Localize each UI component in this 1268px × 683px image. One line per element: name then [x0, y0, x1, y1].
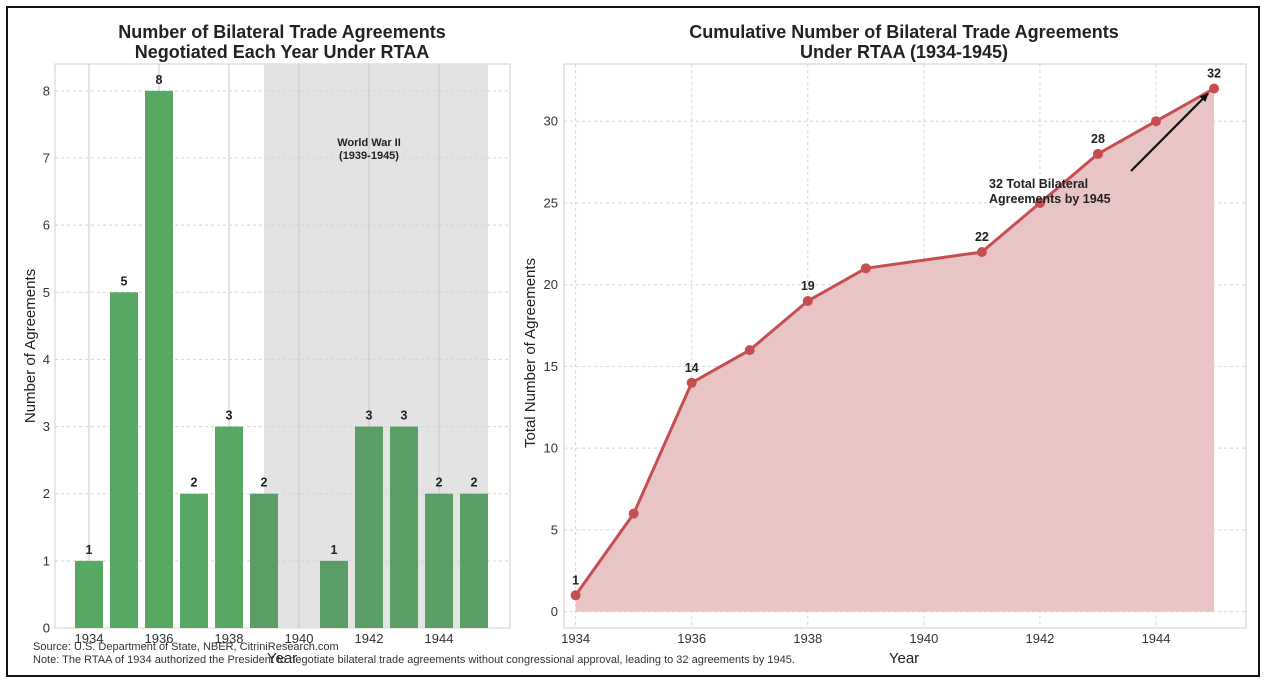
point-value-label: 1	[572, 573, 579, 587]
annotation-arrow	[1130, 92, 1209, 172]
data-point	[976, 247, 987, 257]
bar-value-label: 2	[191, 476, 198, 490]
cumulative-area-fill	[575, 88, 1215, 612]
left-y-tick: 6	[43, 218, 50, 233]
point-value-label: 19	[801, 279, 815, 293]
point-value-label: 32	[1207, 67, 1221, 81]
bar-value-label: 3	[226, 409, 233, 423]
bar-value-label: 2	[471, 476, 478, 490]
bar	[425, 493, 453, 628]
bar	[390, 426, 418, 628]
right-y-tick: 0	[551, 604, 558, 619]
bar	[75, 560, 103, 628]
data-point	[802, 296, 813, 307]
data-point	[1034, 197, 1045, 208]
right-chart-title-line2: Under RTAA (1934-1945)	[800, 42, 1008, 62]
right-x-tick: 1940	[909, 631, 938, 646]
note-footnote: Note: The RTAA of 1934 authorized the Pr…	[33, 654, 795, 666]
right-x-tick-labels: 1934 1936 1938 1940 1942 1944	[561, 631, 1170, 646]
right-x-tick: 1934	[561, 631, 590, 646]
right-x-axis-label: Year	[889, 650, 919, 667]
left-x-tick: 1940	[285, 631, 314, 646]
right-y-tick: 30	[544, 114, 558, 129]
annotation-line2: Agreements by 1945	[989, 192, 1111, 206]
right-y-tick: 10	[544, 441, 558, 456]
right-y-tick-labels: 0 5 10 15 20 25 30	[544, 114, 558, 619]
point-value-label: 28	[1091, 132, 1105, 146]
right-y-tick: 20	[544, 277, 558, 292]
left-x-tick: 1944	[425, 631, 454, 646]
bar	[355, 426, 383, 628]
left-x-tick-labels: 1934 1936 1938 1940 1942 1944	[75, 631, 454, 646]
left-y-tick: 7	[43, 151, 50, 166]
left-y-tick: 1	[43, 553, 50, 568]
left-y-tick: 2	[43, 486, 50, 501]
right-y-axis-label: Total Number of Agreements	[522, 258, 539, 448]
data-point	[860, 263, 871, 274]
source-footnote: Source: U.S. Department of State, NBER, …	[33, 641, 339, 653]
world-war-label-line2: (1939-1945)	[339, 150, 399, 162]
bar	[180, 493, 208, 628]
cumulative-point-labels: 1 14 19 22 28 32	[572, 67, 1221, 588]
left-y-tick: 0	[43, 621, 50, 636]
cumulative-area-chart: 1 14 19 22 28 32 0 5 10 15 20 25 30 1934 1936 1938 194…	[522, 22, 1247, 667]
right-x-tick: 1942	[1025, 631, 1054, 646]
right-x-tick: 1936	[677, 631, 706, 646]
left-x-tick: 1936	[145, 631, 174, 646]
left-y-tick: 4	[43, 352, 50, 367]
cumulative-points	[570, 83, 1220, 601]
bar	[110, 292, 138, 628]
left-x-tick: 1938	[215, 631, 244, 646]
data-point	[1092, 148, 1103, 159]
data-point	[1209, 83, 1220, 94]
data-point	[744, 345, 755, 356]
left-bars	[75, 90, 488, 629]
data-point	[628, 508, 639, 519]
left-chart-title-line1: Number of Bilateral Trade Agreements	[118, 22, 445, 42]
left-gridlines	[55, 64, 510, 629]
point-value-label: 14	[685, 361, 699, 375]
bar	[320, 560, 348, 628]
bar-value-label: 8	[156, 73, 163, 87]
left-y-tick: 8	[43, 83, 50, 98]
left-y-tick-labels: 0 1 2 3 4 5 6 7 8	[43, 83, 50, 635]
bar	[145, 90, 173, 629]
bar	[460, 493, 488, 628]
data-point	[1151, 116, 1162, 127]
left-bar-value-labels: 1 5 8 2 3 2 1 3 3 2 2	[86, 73, 478, 557]
bar	[250, 493, 278, 628]
right-x-tick: 1944	[1142, 631, 1171, 646]
point-value-label: 22	[975, 230, 989, 244]
bar-value-label: 2	[261, 476, 268, 490]
bar-value-label: 1	[86, 543, 93, 557]
right-y-tick: 5	[551, 522, 558, 537]
right-y-tick: 25	[544, 195, 558, 210]
left-x-tick: 1942	[355, 631, 384, 646]
right-y-tick: 15	[544, 359, 558, 374]
bar-value-label: 2	[436, 476, 443, 490]
bar-value-label: 3	[401, 409, 408, 423]
left-y-tick: 5	[43, 285, 50, 300]
left-y-axis-label: Number of Agreements	[22, 269, 39, 423]
left-y-tick: 3	[43, 419, 50, 434]
bar-value-label: 3	[366, 409, 373, 423]
right-chart-title-line1: Cumulative Number of Bilateral Trade Agr…	[689, 22, 1118, 42]
annotation-line1: 32 Total Bilateral	[989, 177, 1088, 191]
data-point	[570, 590, 581, 601]
data-point	[686, 377, 697, 388]
bar	[215, 426, 243, 628]
right-x-tick: 1938	[793, 631, 822, 646]
bar-value-label: 5	[121, 274, 128, 288]
left-x-axis-label: Year	[267, 650, 297, 667]
left-chart-title-line2: Negotiated Each Year Under RTAA	[135, 42, 429, 62]
left-x-tick: 1934	[75, 631, 104, 646]
world-war-label-line1: World War II	[337, 137, 401, 149]
bar-value-label: 1	[331, 543, 338, 557]
